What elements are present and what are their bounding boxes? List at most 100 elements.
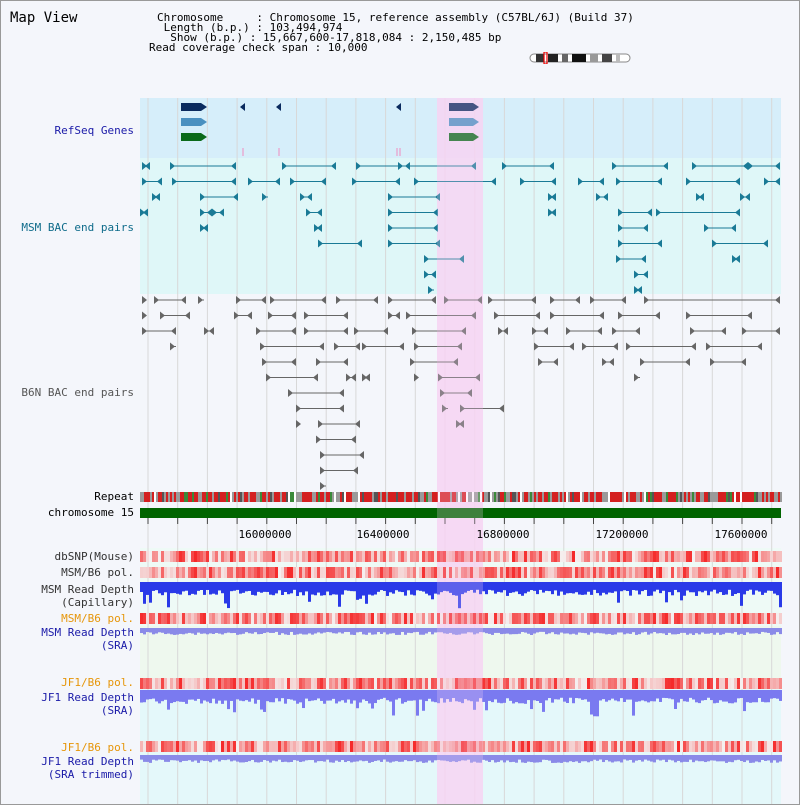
msm-b6-pol-cell bbox=[266, 613, 269, 624]
b6n-bac-label[interactable]: B6N BAC end pairs bbox=[21, 386, 134, 399]
jf1-depth-trimmed-bar bbox=[257, 755, 260, 763]
msm-depth-capillary-bar bbox=[491, 582, 494, 591]
b6n-bac-pair-end bbox=[634, 373, 639, 382]
dbsnp-cell bbox=[332, 551, 335, 562]
msm-b6-pol-cell bbox=[284, 567, 287, 578]
msm-b6-pol-label-2[interactable]: MSM/B6 pol. bbox=[61, 612, 134, 625]
jf1-depth-sra-bar bbox=[269, 690, 272, 703]
msm-depth-sra-bar bbox=[200, 628, 203, 634]
refseq-gene-marker bbox=[240, 103, 245, 111]
msm-b6-pol-cell bbox=[779, 613, 782, 624]
refseq-gene-arrow bbox=[473, 118, 479, 126]
jf1-depth-sra-bar bbox=[308, 690, 311, 702]
repeat-cell bbox=[284, 492, 286, 502]
dbsnp-label[interactable]: dbSNP(Mouse) bbox=[54, 550, 134, 563]
msm-depth-capillary-label[interactable]: MSM Read Depth (Capillary) bbox=[41, 583, 134, 609]
repeat-cell bbox=[186, 492, 188, 502]
b6n-bac-pair-end bbox=[260, 342, 265, 351]
jf1-b6-pol-cell bbox=[350, 741, 353, 752]
jf1-depth-sra-label[interactable]: JF1 Read Depth (SRA) bbox=[41, 691, 134, 717]
dbsnp-cell bbox=[482, 551, 485, 562]
msm-bac-label[interactable]: MSM BAC end pairs bbox=[21, 221, 134, 234]
msm-b6-pol-cell bbox=[737, 613, 740, 624]
msm-depth-capillary-bar bbox=[566, 582, 569, 594]
jf1-depth-trimmed-bar bbox=[479, 755, 482, 763]
msm-depth-sra-bar bbox=[458, 628, 461, 635]
b6n-bac-pair-end bbox=[399, 342, 404, 351]
jf1-depth-sra-bar bbox=[335, 690, 338, 704]
jf1-depth-trimmed-bar bbox=[455, 755, 458, 763]
msm-depth-sra-bar bbox=[428, 628, 431, 632]
chromosome-ideogram[interactable] bbox=[528, 52, 634, 64]
repeat-cell bbox=[714, 492, 716, 502]
msm-depth-sra-label[interactable]: MSM Read Depth (SRA) bbox=[41, 626, 134, 652]
msm-b6-pol-cell bbox=[665, 567, 668, 578]
msm-bac-pair-end bbox=[712, 239, 717, 248]
jf1-b6-pol-cell bbox=[530, 741, 533, 752]
msm-b6-pol-cell bbox=[143, 567, 146, 578]
jf1-b6-pol-cell bbox=[554, 741, 557, 752]
dbsnp-cell bbox=[152, 551, 155, 562]
msm-b6-pol-cell bbox=[764, 567, 767, 578]
b6n-bac-pair-end bbox=[291, 358, 296, 366]
repeat-cell bbox=[484, 492, 486, 502]
b6n-bac-pair-end bbox=[142, 311, 147, 320]
msm-b6-pol-cell bbox=[518, 613, 521, 624]
jf1-b6-pol-cell bbox=[263, 741, 266, 752]
jf1-b6-pol-cell bbox=[245, 678, 248, 689]
msm-depth-sra-bar bbox=[437, 628, 440, 633]
axis-tick-label: 16000000 bbox=[238, 528, 292, 541]
repeat-cell bbox=[604, 492, 606, 502]
msm-depth-sra-bar bbox=[776, 628, 779, 633]
msm-depth-capillary-bar bbox=[143, 582, 146, 604]
repeat-cell bbox=[182, 492, 184, 502]
repeat-cell bbox=[204, 492, 206, 502]
repeat-cell bbox=[282, 492, 284, 502]
b6n-bac-pair-end bbox=[531, 296, 536, 304]
jf1-b6-pol-label-1[interactable]: JF1/B6 pol. bbox=[61, 676, 134, 689]
dbsnp-cell bbox=[185, 551, 188, 562]
repeat-cell bbox=[208, 492, 210, 502]
msm-depth-capillary-bar bbox=[509, 582, 512, 593]
msm-depth-sra-bar bbox=[548, 628, 551, 634]
msm-bac-pair-end bbox=[395, 177, 400, 186]
jf1-b6-pol-cell bbox=[404, 678, 407, 689]
msm-depth-sra-bar bbox=[296, 628, 299, 635]
jf1-b6-pol-cell bbox=[722, 741, 725, 752]
msm-b6-pol-cell bbox=[707, 613, 710, 624]
msm-depth-capillary-bar bbox=[503, 582, 506, 591]
jf1-depth-sra-bar bbox=[368, 690, 371, 704]
dbsnp-cell bbox=[776, 551, 779, 562]
jf1-b6-pol-label-2[interactable]: JF1/B6 pol. bbox=[61, 741, 134, 754]
jf1-depth-trimmed-bar bbox=[500, 755, 503, 761]
refseq-gene-marker bbox=[276, 103, 281, 111]
jf1-b6-pol-cell bbox=[710, 678, 713, 689]
jf1-b6-pol-cell bbox=[749, 678, 752, 689]
msm-b6-pol-cell bbox=[668, 613, 671, 624]
jf1-depth-sra-bar bbox=[647, 690, 650, 703]
msm-depth-sra-bar bbox=[440, 628, 443, 633]
jf1-depth-sra-bar bbox=[617, 690, 620, 702]
repeat-cell bbox=[224, 492, 226, 502]
jf1-b6-pol-cell bbox=[335, 678, 338, 689]
jf1-depth-trimmed-label[interactable]: JF1 Read Depth (SRA trimmed) bbox=[41, 755, 134, 781]
jf1-depth-sra-bar bbox=[779, 690, 782, 701]
dbsnp-cell bbox=[551, 551, 554, 562]
msm-depth-capillary-bar bbox=[254, 582, 257, 596]
jf1-b6-pol-cell bbox=[377, 678, 380, 689]
jf1-b6-pol-cell bbox=[230, 678, 233, 689]
msm-b6-pol-cell bbox=[608, 613, 611, 624]
repeat-cell bbox=[374, 492, 376, 502]
refseq-genes-label[interactable]: RefSeq Genes bbox=[54, 124, 134, 137]
b6n-bac-pair-end bbox=[532, 327, 537, 335]
dbsnp-cell bbox=[446, 551, 449, 562]
msm-bac-pair-end bbox=[352, 177, 357, 186]
msm-b6-pol-cell bbox=[263, 613, 266, 624]
msm-b6-pol-label-1[interactable]: MSM/B6 pol. bbox=[61, 566, 134, 579]
msm-depth-capillary-bar bbox=[278, 582, 281, 591]
jf1-depth-sra-bar bbox=[632, 690, 635, 716]
jf1-depth-sra-bar bbox=[146, 690, 149, 700]
msm-b6-pol-cell bbox=[776, 567, 779, 578]
jf1-depth-trimmed-bar bbox=[518, 755, 521, 760]
